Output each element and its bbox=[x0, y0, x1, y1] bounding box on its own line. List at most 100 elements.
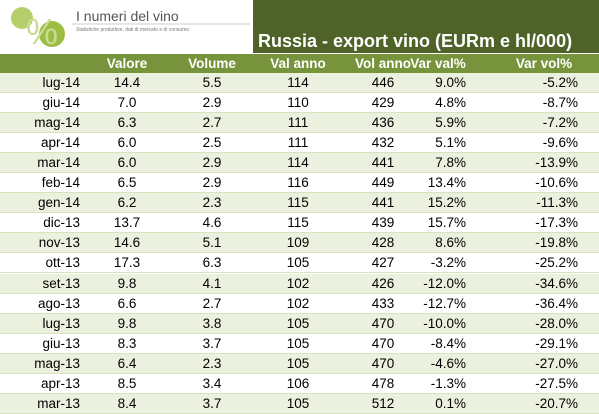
table-cell: 102 bbox=[286, 295, 310, 311]
table-cell: 478 bbox=[371, 375, 395, 391]
table-cell: -34.6% bbox=[535, 275, 578, 291]
table-cell: 6.0 bbox=[117, 155, 137, 171]
table-cell: 114 bbox=[287, 75, 309, 90]
percent-icon: % bbox=[26, 11, 58, 52]
table-cell: 109 bbox=[286, 235, 310, 251]
table-cell: -27.5% bbox=[535, 375, 578, 391]
column-header: Volume bbox=[188, 56, 236, 71]
table-cell: -12.0% bbox=[423, 275, 466, 291]
table-cell: 3.4 bbox=[202, 375, 222, 391]
table-cell: -36.4% bbox=[535, 295, 578, 311]
table-cell: -13.9% bbox=[535, 155, 578, 171]
row-background bbox=[0, 313, 599, 334]
column-header: Valore bbox=[106, 56, 148, 71]
table-cell: 6.0 bbox=[117, 135, 137, 151]
table-cell: 4.8% bbox=[435, 95, 466, 111]
row-label: lug-14 bbox=[42, 75, 80, 90]
row-label: giu-14 bbox=[42, 95, 80, 111]
table-cell: 432 bbox=[371, 135, 395, 151]
table-cell: 115 bbox=[287, 215, 309, 231]
table-cell: 7.8% bbox=[435, 155, 466, 171]
table-cell: 5.5 bbox=[202, 75, 222, 90]
row-label: mag-13 bbox=[34, 355, 80, 371]
table-cell: 9.8 bbox=[117, 315, 137, 331]
row-label: ott-13 bbox=[45, 255, 80, 271]
table-cell: 4.6 bbox=[202, 215, 222, 231]
table-cell: 5.1% bbox=[435, 135, 466, 151]
table-cell: 105 bbox=[286, 315, 310, 331]
table-cell: 433 bbox=[371, 295, 395, 311]
row-background bbox=[0, 293, 599, 314]
table-cell: 2.3 bbox=[202, 195, 222, 211]
table-cell: 470 bbox=[371, 335, 395, 351]
row-label: mar-14 bbox=[37, 155, 80, 171]
row-label: gen-14 bbox=[37, 195, 80, 211]
table-cell: -20.7% bbox=[535, 395, 578, 411]
table-cell: 441 bbox=[371, 155, 395, 171]
table-cell: 15.2% bbox=[427, 195, 466, 211]
table-cell: 6.5 bbox=[117, 175, 137, 191]
row-label: mar-13 bbox=[37, 395, 80, 411]
logo-subtitle: Statistiche produttive, dati di mercato … bbox=[76, 27, 190, 33]
row-background bbox=[0, 133, 599, 154]
table-cell: -10.0% bbox=[423, 315, 466, 331]
table-cell: 2.9 bbox=[202, 155, 222, 171]
table-cell: 470 bbox=[371, 355, 395, 371]
table-cell: 512 bbox=[371, 395, 395, 411]
table-cell: -29.1% bbox=[535, 335, 578, 351]
table-cell: 105 bbox=[286, 255, 310, 271]
table-cell: 105 bbox=[286, 335, 310, 351]
table-cell: 2.7 bbox=[202, 295, 222, 311]
table-cell: -5.2% bbox=[542, 75, 578, 90]
table-cell: -4.6% bbox=[430, 355, 466, 371]
table-cell: -19.8% bbox=[535, 235, 578, 251]
row-background bbox=[0, 373, 599, 394]
row-label: mag-14 bbox=[34, 115, 80, 131]
column-header: Val anno bbox=[270, 56, 326, 71]
table-cell: -3.2% bbox=[430, 255, 466, 271]
table-cell: 8.5 bbox=[117, 375, 137, 391]
table-cell: -8.4% bbox=[430, 335, 466, 351]
table-cell: 13.4% bbox=[427, 175, 466, 191]
table-cell: 5.9% bbox=[435, 115, 466, 131]
row-background bbox=[0, 113, 599, 134]
table-cell: 3.8 bbox=[202, 315, 222, 331]
row-background bbox=[0, 353, 599, 374]
table-cell: 9.0% bbox=[435, 75, 466, 90]
table-cell: -12.7% bbox=[423, 295, 466, 311]
table-cell: 2.3 bbox=[202, 355, 222, 371]
table-cell: 2.5 bbox=[202, 135, 222, 151]
table-cell: 105 bbox=[286, 355, 310, 371]
table-cell: 9.8 bbox=[117, 275, 137, 291]
table-cell: -28.0% bbox=[535, 315, 578, 331]
column-header: Var val% bbox=[410, 56, 466, 71]
table-cell: 105 bbox=[286, 395, 310, 411]
table-cell: 5.1 bbox=[202, 235, 222, 251]
table-cell: -7.2% bbox=[542, 115, 578, 131]
table-cell: 426 bbox=[371, 275, 395, 291]
table-cell: -25.2% bbox=[535, 255, 578, 271]
table-cell: 116 bbox=[287, 175, 309, 191]
row-label: set-13 bbox=[42, 275, 80, 291]
table-cell: 17.3 bbox=[113, 255, 141, 271]
row-label: feb-14 bbox=[41, 175, 80, 191]
table-cell: -10.6% bbox=[535, 175, 578, 191]
table-cell: 13.7 bbox=[113, 215, 141, 231]
table-cell: 115 bbox=[287, 195, 309, 211]
column-header: Var vol% bbox=[515, 56, 573, 71]
row-background bbox=[0, 253, 599, 274]
logo-title: I numeri del vino bbox=[76, 8, 179, 24]
row-background bbox=[0, 333, 599, 354]
row-background bbox=[0, 193, 599, 214]
table-cell: 2.7 bbox=[202, 115, 222, 131]
table-cell: -11.3% bbox=[536, 195, 578, 211]
row-background bbox=[0, 273, 599, 294]
table-cell: 6.3 bbox=[117, 115, 137, 131]
table-cell: 6.6 bbox=[117, 295, 137, 311]
grape-icon bbox=[39, 21, 65, 47]
title: Russia - export vino (EURm e hl/000) bbox=[258, 31, 573, 51]
table-cell: 4.1 bbox=[202, 275, 222, 291]
table-cell: 6.3 bbox=[202, 255, 222, 271]
grape-icon bbox=[11, 7, 33, 29]
table-cell: 102 bbox=[286, 275, 310, 291]
